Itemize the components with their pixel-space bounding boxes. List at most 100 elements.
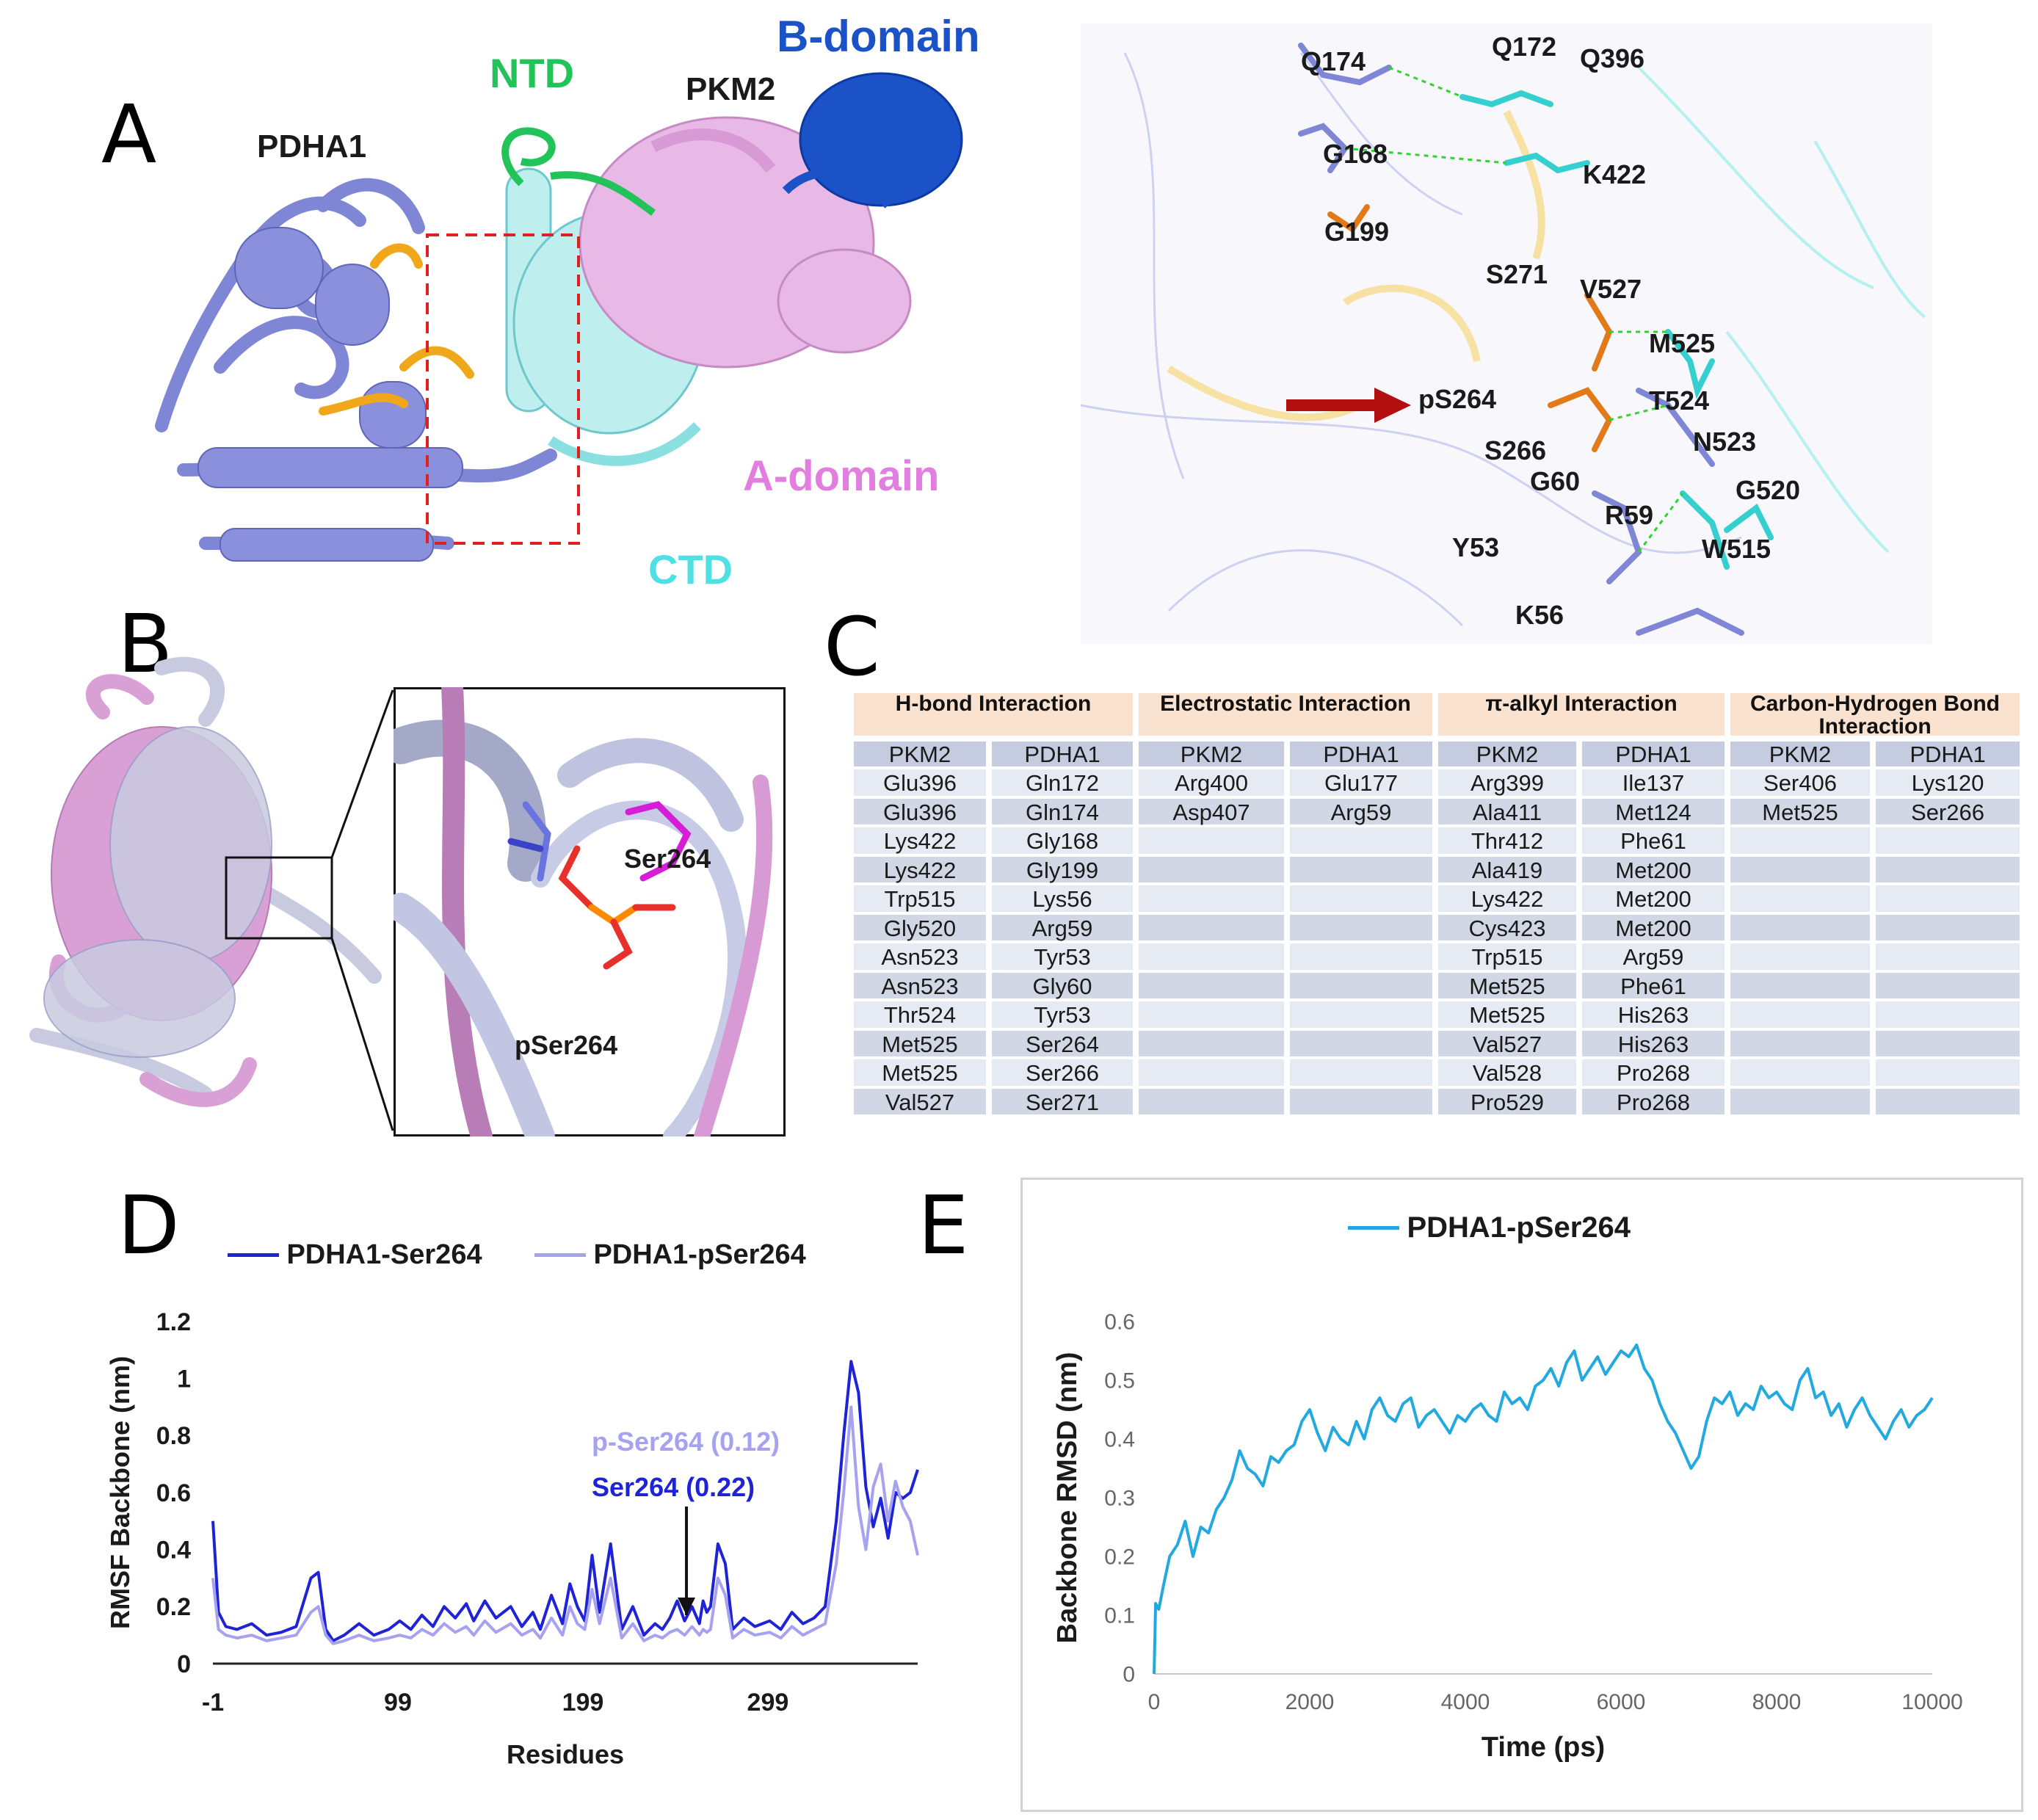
x-tick-label: 99 (384, 1689, 412, 1716)
table-cell: Arg59 (1582, 943, 1725, 970)
residue-label: M525 (1649, 328, 1716, 358)
y-tick-label: 0.2 (156, 1593, 191, 1621)
y-tick-label: 0.4 (1104, 1428, 1135, 1452)
x-tick-label: 4000 (1441, 1690, 1490, 1714)
legend-item-rmsd: PDHA1-pSer264 (1348, 1211, 1631, 1244)
table-cell: Met124 (1582, 798, 1725, 824)
table-cell: Thr524 (854, 1001, 986, 1028)
table-cell (1876, 885, 2020, 912)
residue-label: N523 (1693, 427, 1757, 457)
label-ctd: CTD (648, 546, 733, 592)
table-cell: Ser266 (1876, 798, 2020, 824)
residue-label: T524 (1649, 385, 1710, 416)
table-row: Trp515 Lys56 Lys422 Met200 (854, 885, 2020, 912)
residue-label: G199 (1324, 217, 1390, 247)
table-cell: Glu177 (1290, 769, 1432, 796)
legend-item-pser264: PDHA1-pSer264 (534, 1239, 806, 1271)
table-row: Asn523 Gly60 Met525 Phe61 (854, 972, 2020, 998)
residue-label: Q396 (1580, 43, 1645, 73)
table-cell: Met525 (1438, 972, 1576, 998)
residue-label: S266 (1484, 435, 1547, 465)
table-cell: Trp515 (854, 885, 986, 912)
residue-label: W515 (1702, 534, 1772, 564)
table-cell (1139, 943, 1284, 970)
table-subheader-cell: PKM2 (854, 742, 986, 766)
table-cell: Lys120 (1876, 769, 2020, 796)
table-cell: Met525 (1730, 798, 1870, 824)
table-cell: Ser406 (1730, 769, 1870, 796)
table-cell: Met200 (1582, 856, 1725, 882)
table-cell: Asn523 (854, 972, 986, 998)
residue-label: S271 (1486, 259, 1548, 289)
table-cell (1876, 943, 2020, 970)
legend-label: PDHA1-pSer264 (1407, 1211, 1631, 1244)
x-axis-label: Residues (507, 1739, 624, 1769)
y-tick-label: 0 (177, 1650, 191, 1678)
table-cell (1876, 914, 2020, 940)
table-row: Lys422 Gly168 Thr412 Phe61 (854, 827, 2020, 854)
table-subheader-row: PKM2 PDHA1 PKM2 PDHA1 PKM2 PDHA1 PKM2 PDHA1 (854, 742, 2020, 766)
table-subheader-cell: PDHA1 (1582, 742, 1725, 766)
table-cell (1139, 1001, 1284, 1028)
pdha1-helices (197, 227, 463, 562)
table-cell: His263 (1582, 1030, 1725, 1056)
panel-letter-a: A (101, 87, 157, 181)
series-line-0 (211, 1360, 919, 1642)
residue-label: G168 (1323, 139, 1388, 169)
x-tick-label: 199 (562, 1689, 604, 1716)
table-cell: Ala411 (1438, 798, 1576, 824)
table-cell: Ala419 (1438, 856, 1576, 882)
table-cell: Arg59 (1290, 798, 1432, 824)
table-cell: Val528 (1438, 1059, 1576, 1086)
table-cell (1139, 972, 1284, 998)
y-tick-label: 0.4 (156, 1537, 191, 1565)
table-subheader-cell: PDHA1 (992, 742, 1133, 766)
rmsf-chart: 0 0.2 0.4 0.6 0.8 1 1.2 -1 99 199 299 Residues RMSF … (105, 1308, 919, 1769)
table-cell (1876, 1001, 2020, 1028)
table-subheader-cell: PKM2 (1139, 742, 1284, 766)
table-cell: Met525 (1438, 1001, 1576, 1028)
table-cell: Gln172 (992, 769, 1133, 796)
label-ser264: Ser264 (624, 844, 711, 874)
table-row: Lys422 Gly199 Ala419 Met200 (854, 856, 2020, 882)
table-cell: Pro268 (1582, 1059, 1725, 1086)
panel-letter-e: E (918, 1178, 969, 1272)
table-cell: His263 (1582, 1001, 1725, 1028)
label-pser264: pSer264 (515, 1030, 618, 1060)
residue-label: V527 (1580, 274, 1642, 304)
table-cell: Glu396 (854, 769, 986, 796)
table-cell: Phe61 (1582, 827, 1725, 854)
table-cell (1139, 914, 1284, 940)
table-cell (1876, 1030, 2020, 1056)
legend-label: PDHA1-Ser264 (286, 1239, 482, 1270)
table-cell: Met525 (854, 1030, 986, 1056)
table-cell (1730, 1030, 1870, 1056)
table-cell (1290, 827, 1432, 854)
table-cell (1139, 1059, 1284, 1086)
label-pkm2: PKM2 (686, 71, 776, 107)
table-cell (1730, 1001, 1870, 1028)
table-cell: Phe61 (1582, 972, 1725, 998)
table-cell: Ser266 (992, 1059, 1133, 1086)
x-tick-label: 2000 (1285, 1690, 1335, 1714)
residue-label: R59 (1605, 500, 1654, 530)
x-tick-label: 8000 (1752, 1690, 1802, 1714)
table-subheader-cell: PKM2 (1730, 742, 1870, 766)
table-cell (1290, 885, 1432, 912)
table-subheader-cell: PKM2 (1438, 742, 1576, 766)
y-tick-label: 1 (177, 1366, 191, 1393)
table-cell (1290, 1088, 1432, 1114)
table-row: Asn523 Tyr53 Trp515 Arg59 (854, 943, 2020, 970)
table-cell (1876, 1088, 2020, 1114)
table-row: Val527 Ser271 Pro529 Pro268 (854, 1088, 2020, 1114)
table-cell (1139, 1030, 1284, 1056)
table-cell: Gly60 (992, 972, 1133, 998)
table-cell (1730, 827, 1870, 854)
table-cell: Cys423 (1438, 914, 1576, 940)
residue-label: Q174 (1301, 46, 1366, 76)
annotation-arrowhead (678, 1597, 696, 1615)
table-cell (1876, 1059, 2020, 1086)
table-cell: Val527 (854, 1088, 986, 1114)
table-cell (1876, 856, 2020, 882)
table-cell (1730, 885, 1870, 912)
